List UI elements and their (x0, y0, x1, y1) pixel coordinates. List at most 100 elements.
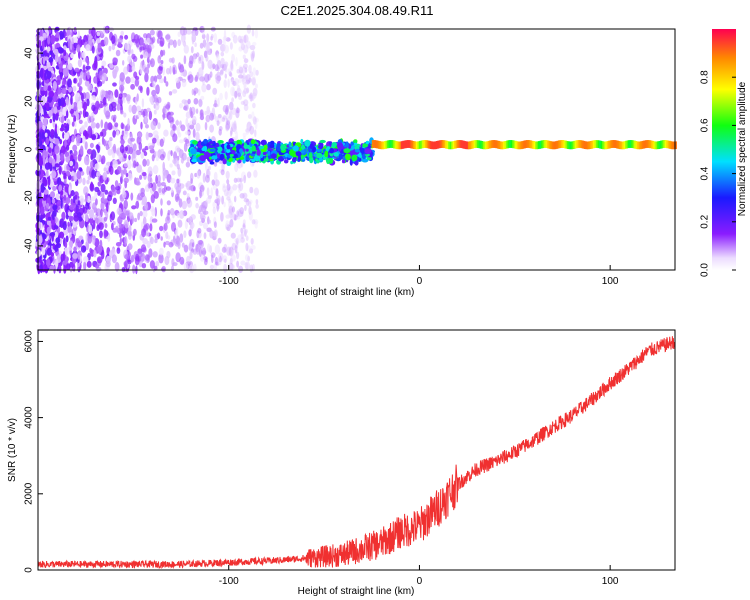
spectrogram-cell (106, 145, 109, 150)
spectrogram-cell (123, 199, 128, 210)
spectrogram-cell (269, 143, 275, 149)
spectrogram-cell (153, 94, 158, 100)
spectrogram-cell (72, 195, 76, 204)
xtick-label: -100 (219, 576, 239, 587)
spectrogram-cell (217, 146, 223, 153)
spectrogram-cell (88, 29, 92, 34)
spectrogram-cell (244, 204, 247, 212)
spectrogram-cell (83, 101, 88, 111)
spectrogram-cell (52, 204, 58, 211)
spectrogram-cell (200, 95, 205, 101)
spectrogram-cell (253, 169, 258, 178)
spectrogram-cell (196, 170, 201, 179)
spectrogram-cell (225, 121, 231, 130)
spectrogram-cell (114, 180, 119, 188)
spectrogram-cell (101, 60, 107, 67)
spectrogram-cell (235, 57, 238, 67)
spectrogram-cell (64, 32, 68, 37)
spectrogram-cell (243, 58, 249, 64)
spectrogram-cell (341, 159, 346, 164)
spectrogram-cell (124, 260, 128, 269)
spectrogram-cell (119, 72, 125, 82)
spectrogram-cell (120, 169, 124, 179)
spectrogram-cell (73, 246, 77, 252)
spectrogram-tone-cell (612, 140, 616, 148)
spectrogram-cell (169, 65, 172, 75)
spectrogram-cell (228, 205, 233, 216)
spectrogram-cell (187, 74, 194, 84)
spectrogram-cell (243, 88, 249, 95)
spectrogram-cell (112, 69, 118, 76)
spectrogram-cell (227, 78, 230, 88)
spectrogram-cell (77, 212, 82, 219)
spectrogram-cell (58, 165, 62, 175)
spectrogram-cell (203, 138, 208, 144)
spectrogram-tone-cell (583, 141, 587, 149)
spectrogram-cell (128, 104, 133, 113)
spectrogram-cell (283, 159, 289, 164)
spectrogram-cell (144, 254, 150, 261)
spectrogram-cell (160, 198, 163, 206)
spectrogram-cell (301, 149, 305, 154)
spectrogram-cell (204, 151, 211, 158)
spectrogram-tone-cell (429, 141, 433, 149)
spectrogram-cell (292, 145, 299, 152)
spectrogram-cell (58, 184, 63, 192)
spectrogram-cell (140, 151, 145, 159)
spectrogram-cell (157, 66, 163, 75)
spectrogram-cell (123, 130, 129, 138)
spectrogram-cell (229, 258, 233, 265)
spectrogram-cell (136, 164, 142, 173)
spectrogram-cell (100, 183, 106, 193)
spectrogram-cell (245, 198, 250, 206)
spectrogram-cell (41, 132, 45, 140)
spectrogram-cell (60, 198, 63, 209)
spectrogram-cell (173, 157, 179, 167)
spectrogram-cell (125, 76, 131, 84)
spectrogram-cell (116, 247, 121, 254)
spectrogram-cell (231, 107, 237, 115)
spectrogram-cell (41, 198, 47, 209)
spectrogram-cell (177, 219, 183, 228)
spectrogram-cell (72, 101, 78, 111)
spectrogram-cell (172, 66, 176, 76)
spectrogram-cell (103, 229, 107, 239)
spectrogram-cell (249, 71, 254, 78)
spectrogram-cell (54, 163, 60, 168)
spectrogram-cell (124, 34, 129, 40)
spectrogram-cell (236, 210, 240, 218)
spectrogram-cell (115, 49, 121, 57)
spectrogram-cell (225, 223, 229, 231)
spectrogram-cell (151, 154, 155, 162)
spectrogram-cell (177, 39, 181, 47)
xtick-label: 0 (417, 576, 423, 587)
spectrogram-cell (239, 38, 244, 44)
spectrogram-cell (90, 134, 97, 140)
spectrogram-cell (223, 263, 228, 273)
spectrogram-cell (63, 247, 70, 256)
spectrogram-cell (243, 34, 249, 43)
spectrogram-cell (90, 160, 94, 168)
spectrogram-cell (38, 156, 44, 167)
spectrogram-cell (141, 263, 147, 269)
spectrogram-cell (202, 210, 209, 215)
spectrogram-cell (169, 208, 175, 216)
spectrogram-cell (139, 64, 143, 75)
spectrogram-cell (234, 238, 239, 243)
spectrogram-cell (91, 95, 96, 100)
spectrogram-cell (364, 148, 372, 155)
spectrogram-cell (80, 92, 84, 102)
spectrogram-cell (228, 71, 232, 77)
spectrogram-cell (44, 162, 51, 170)
spectrogram-cell (175, 120, 180, 126)
spectrogram-cell (54, 244, 59, 252)
spectrogram-cell (52, 185, 57, 192)
spectrogram-tone-cell (618, 141, 622, 150)
spectrogram-cell (69, 204, 74, 210)
spectrogram-cell (343, 148, 351, 153)
spectrogram-cell (107, 90, 112, 95)
spectrogram-cell (97, 42, 102, 53)
spectrogram-cell (151, 208, 156, 217)
spectrogram-cell (37, 221, 42, 230)
spectrogram-cell (229, 211, 236, 221)
